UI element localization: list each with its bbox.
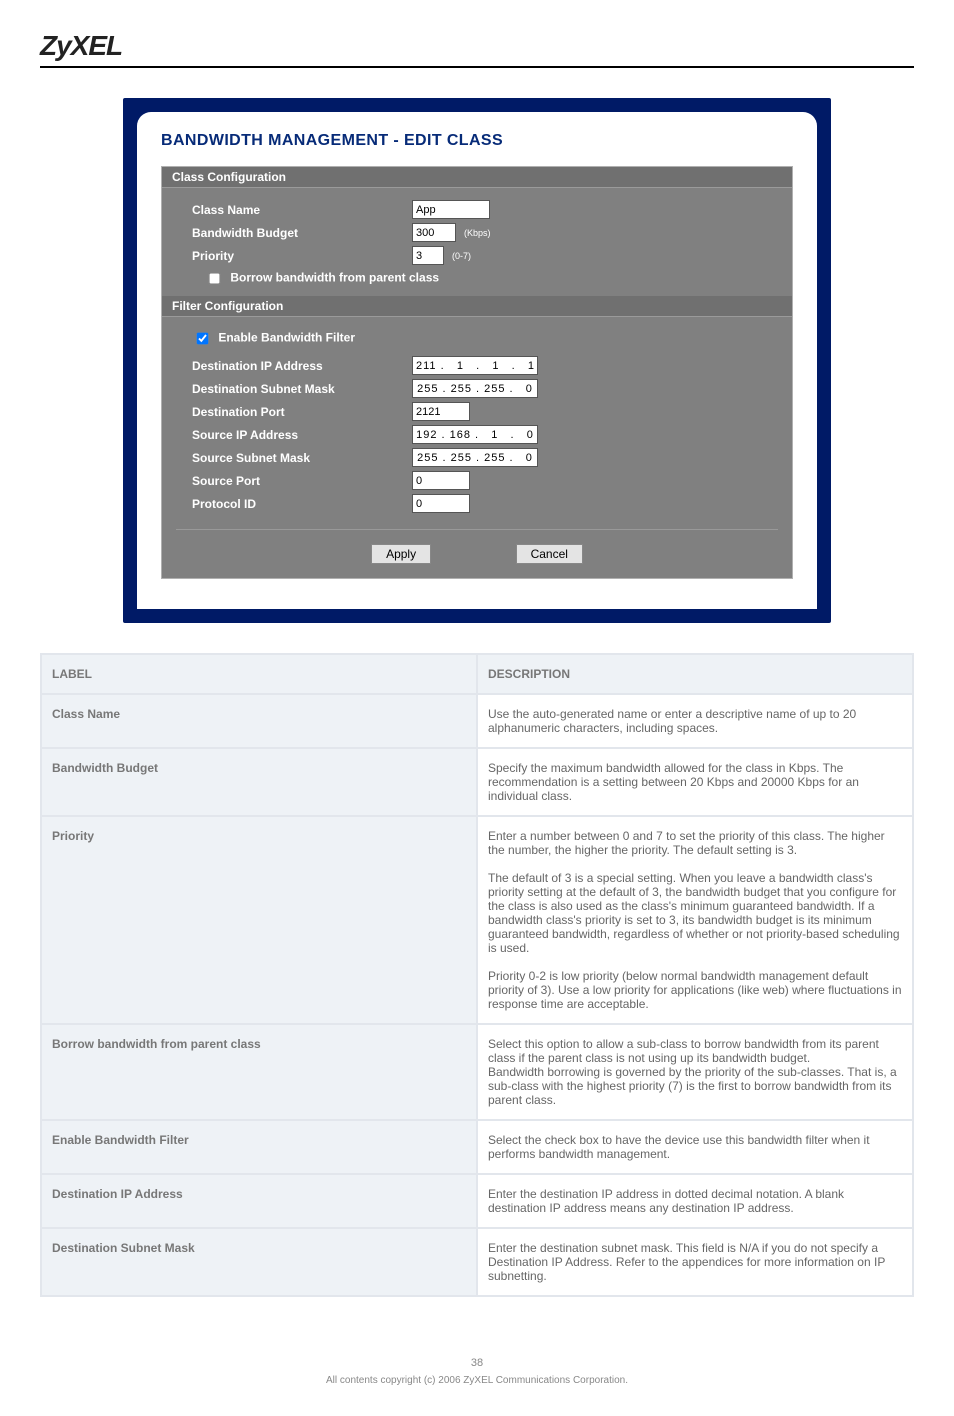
bandwidth-budget-label: Bandwidth Budget	[192, 226, 412, 240]
brand-underline	[40, 66, 914, 68]
table-header-desc: DESCRIPTION	[477, 654, 913, 694]
borrow-checkbox[interactable]	[209, 273, 221, 285]
table-row-label: Priority	[41, 816, 477, 1024]
table-row-label: Bandwidth Budget	[41, 748, 477, 816]
protocol-id-label: Protocol ID	[192, 497, 412, 511]
priority-input[interactable]	[412, 246, 444, 265]
table-row-label: Borrow bandwidth from parent class	[41, 1024, 477, 1120]
protocol-id-input[interactable]	[412, 494, 470, 513]
filter-config-body: Enable Bandwidth Filter Destination IP A…	[162, 317, 792, 523]
table-row-desc: Select this option to allow a sub-class …	[477, 1024, 913, 1120]
copyright: All contents copyright (c) 2006 ZyXEL Co…	[40, 1375, 914, 1386]
table-row-desc: Select the check box to have the device …	[477, 1120, 913, 1174]
bandwidth-budget-input[interactable]	[412, 223, 456, 242]
dest-port-label: Destination Port	[192, 405, 412, 419]
dest-port-input[interactable]	[412, 402, 470, 421]
table-row-desc: Enter a number between 0 and 7 to set th…	[477, 816, 913, 1024]
screenshot-inner: BANDWIDTH MANAGEMENT - EDIT CLASS Class …	[137, 112, 817, 609]
screenshot-title: BANDWIDTH MANAGEMENT - EDIT CLASS	[161, 132, 793, 150]
src-mask-input[interactable]	[412, 448, 538, 467]
table-row: Borrow bandwidth from parent classSelect…	[41, 1024, 913, 1120]
src-port-label: Source Port	[192, 474, 412, 488]
table-row-desc: Specify the maximum bandwidth allowed fo…	[477, 748, 913, 816]
enable-filter-checkbox[interactable]	[197, 333, 209, 345]
table-row-desc: Enter the destination subnet mask. This …	[477, 1228, 913, 1296]
config-panel: Class Configuration Class Name Bandwidth…	[161, 166, 793, 579]
src-mask-label: Source Subnet Mask	[192, 451, 412, 465]
bandwidth-budget-hint: (Kbps)	[462, 228, 493, 238]
priority-label: Priority	[192, 249, 412, 263]
class-name-label: Class Name	[192, 203, 412, 217]
brand-logo: ZyXEL	[40, 30, 914, 62]
priority-hint: (0-7)	[450, 251, 473, 261]
page-number: 38	[40, 1357, 914, 1369]
table-row-label: Destination Subnet Mask	[41, 1228, 477, 1296]
enable-filter-label: Enable Bandwidth Filter	[218, 331, 355, 345]
table-row-desc: Enter the destination IP address in dott…	[477, 1174, 913, 1228]
section-filter-config: Filter Configuration	[162, 296, 792, 317]
table-row-label: Enable Bandwidth Filter	[41, 1120, 477, 1174]
cancel-button[interactable]: Cancel	[516, 544, 583, 564]
screenshot-frame: BANDWIDTH MANAGEMENT - EDIT CLASS Class …	[123, 98, 831, 623]
table-row: Destination Subnet MaskEnter the destina…	[41, 1228, 913, 1296]
table-row: Destination IP AddressEnter the destinat…	[41, 1174, 913, 1228]
dest-mask-input[interactable]	[412, 379, 538, 398]
src-ip-input[interactable]	[412, 425, 538, 444]
class-name-input[interactable]	[412, 200, 490, 219]
table-header-label: LABEL	[41, 654, 477, 694]
description-table: LABEL DESCRIPTION Class NameUse the auto…	[40, 653, 914, 1297]
src-port-input[interactable]	[412, 471, 470, 490]
src-ip-label: Source IP Address	[192, 428, 412, 442]
class-config-body: Class Name Bandwidth Budget (Kbps) P	[162, 188, 792, 296]
table-row-desc: Use the auto-generated name or enter a d…	[477, 694, 913, 748]
section-class-config: Class Configuration	[162, 167, 792, 188]
table-row-label: Class Name	[41, 694, 477, 748]
apply-button[interactable]: Apply	[371, 544, 431, 564]
table-row-label: Destination IP Address	[41, 1174, 477, 1228]
table-row: PriorityEnter a number between 0 and 7 t…	[41, 816, 913, 1024]
dest-ip-label: Destination IP Address	[192, 359, 412, 373]
table-row: Bandwidth BudgetSpecify the maximum band…	[41, 748, 913, 816]
borrow-label: Borrow bandwidth from parent class	[230, 271, 439, 285]
dest-ip-input[interactable]	[412, 356, 538, 375]
table-row: Class NameUse the auto-generated name or…	[41, 694, 913, 748]
dest-mask-label: Destination Subnet Mask	[192, 382, 412, 396]
table-row: Enable Bandwidth FilterSelect the check …	[41, 1120, 913, 1174]
